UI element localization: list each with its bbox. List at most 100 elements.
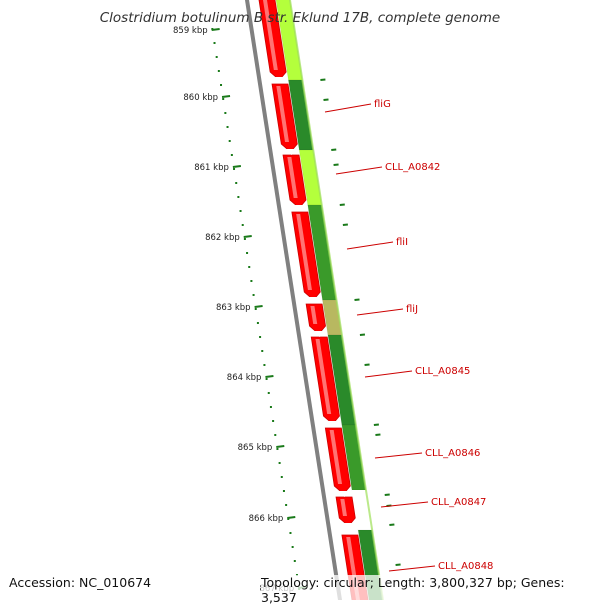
ruler-dot <box>293 560 296 562</box>
ruler-dot <box>269 406 272 408</box>
gene-leader-line <box>335 166 383 175</box>
cds-arrow <box>282 154 307 209</box>
ruler-tick <box>221 95 231 98</box>
ruler-dot <box>285 504 288 506</box>
cds-highlight <box>329 430 343 484</box>
gene-boundary-mark <box>285 149 298 155</box>
ruler-dot <box>250 280 253 282</box>
gc-tick <box>323 98 329 101</box>
ruler-tick <box>232 165 242 168</box>
ruler-dot <box>259 336 262 338</box>
ruler-tick-label: 862 kbp <box>205 233 240 243</box>
ruler-tick-label: 864 kbp <box>227 373 262 383</box>
ruler-dot <box>248 266 251 268</box>
gene-boundary-mark <box>274 77 287 83</box>
ruler-dot <box>289 532 292 534</box>
gene-leader-line <box>380 501 429 508</box>
ruler-dot <box>291 546 294 548</box>
gene-boundary-mark <box>313 331 326 337</box>
gc-tick <box>373 423 379 426</box>
accession-label: Accession: NC_010674 <box>9 575 152 590</box>
ruler-dot <box>213 42 216 44</box>
cds-highlight <box>287 157 298 198</box>
gc-content-track <box>275 0 401 600</box>
gene-boundary-mark <box>343 523 356 529</box>
gene-label: fliG <box>374 99 391 110</box>
ruler-dot <box>274 434 277 436</box>
ruler-dot <box>241 224 244 226</box>
cds-highlight <box>276 86 290 142</box>
gene-leader-line <box>356 308 404 316</box>
gene-label: CLL_A0845 <box>415 366 470 377</box>
gc-tick <box>333 163 339 166</box>
gc-tick <box>389 523 395 526</box>
ruler-dot <box>287 518 290 520</box>
ruler-dot <box>243 238 246 240</box>
ruler-dot <box>235 182 238 184</box>
ruler-dot <box>252 294 255 296</box>
ruler-dot <box>224 112 227 114</box>
gc-tick <box>342 223 348 226</box>
cds-arrow <box>305 303 326 335</box>
genome-backbone <box>244 0 343 600</box>
ruler-dot <box>261 350 264 352</box>
gene-leader-line <box>346 241 394 250</box>
ruler-dot <box>226 126 229 128</box>
cds-arrow <box>335 496 356 527</box>
ruler-tick-label: 859 kbp <box>173 26 208 36</box>
cds-highlight <box>296 214 312 290</box>
ruler-tick-label: 863 kbp <box>216 303 251 313</box>
ruler-dot <box>282 490 285 492</box>
gene-labels: fliG CLL_A0842 fliI fliJ CLL_A0845 CLL_A0846 C… <box>324 99 493 572</box>
ruler-dot <box>239 210 242 212</box>
cds-highlight <box>340 499 347 516</box>
gc-tick <box>395 563 401 566</box>
gc-tick <box>320 78 326 81</box>
gene-boundary-mark <box>327 421 340 427</box>
gene-boundary-mark <box>294 205 307 211</box>
ruler-dot <box>267 392 270 394</box>
gene-label: CLL_A0842 <box>385 162 440 173</box>
ruler-tick-label: 866 kbp <box>249 514 284 524</box>
cds-highlight <box>315 339 332 414</box>
gene-leader-line <box>388 565 436 572</box>
gene-label: CLL_A0848 <box>438 561 493 572</box>
ruler-dot <box>233 168 236 170</box>
ruler-dot <box>280 476 283 478</box>
cds-highlight <box>263 0 278 70</box>
map-title: Clostridium botulinum B str. Eklund 17B,… <box>99 10 501 26</box>
ruler-dot <box>278 462 281 464</box>
ruler-tick-label: 861 kbp <box>194 163 229 173</box>
gc-tick <box>359 333 366 336</box>
backbone-line <box>244 0 343 600</box>
cds-arrow <box>291 211 321 301</box>
ruler-dot <box>230 154 233 156</box>
cds-highlight <box>310 306 318 324</box>
ruler-tick-label: 865 kbp <box>238 443 273 453</box>
ruler-tick <box>276 445 285 448</box>
ruler-tick <box>211 28 220 31</box>
cds-arrow <box>271 83 298 153</box>
gene-leader-line <box>324 103 372 113</box>
ruler-tick <box>243 235 252 238</box>
ruler-dot <box>272 420 275 422</box>
ruler-dot <box>265 378 268 380</box>
gene-label: fliJ <box>406 304 418 315</box>
cds-arrow <box>324 427 351 495</box>
ruler-dot <box>263 364 266 366</box>
ruler-tick <box>287 516 296 519</box>
ruler-dot <box>276 448 279 450</box>
ruler-dot <box>237 196 240 198</box>
ruler-dot <box>217 70 220 72</box>
ruler-tick-label: 860 kbp <box>183 93 218 103</box>
cds-arrow <box>258 0 287 81</box>
gene-label: CLL_A0847 <box>431 497 486 508</box>
ruler-dot <box>222 98 225 100</box>
gene-boundary-mark <box>338 491 351 497</box>
ruler-tick <box>265 375 274 378</box>
ruler-dot <box>215 56 218 58</box>
gene-label: CLL_A0846 <box>425 448 480 459</box>
ruler-dot <box>246 252 249 254</box>
gc-tick <box>364 363 370 366</box>
